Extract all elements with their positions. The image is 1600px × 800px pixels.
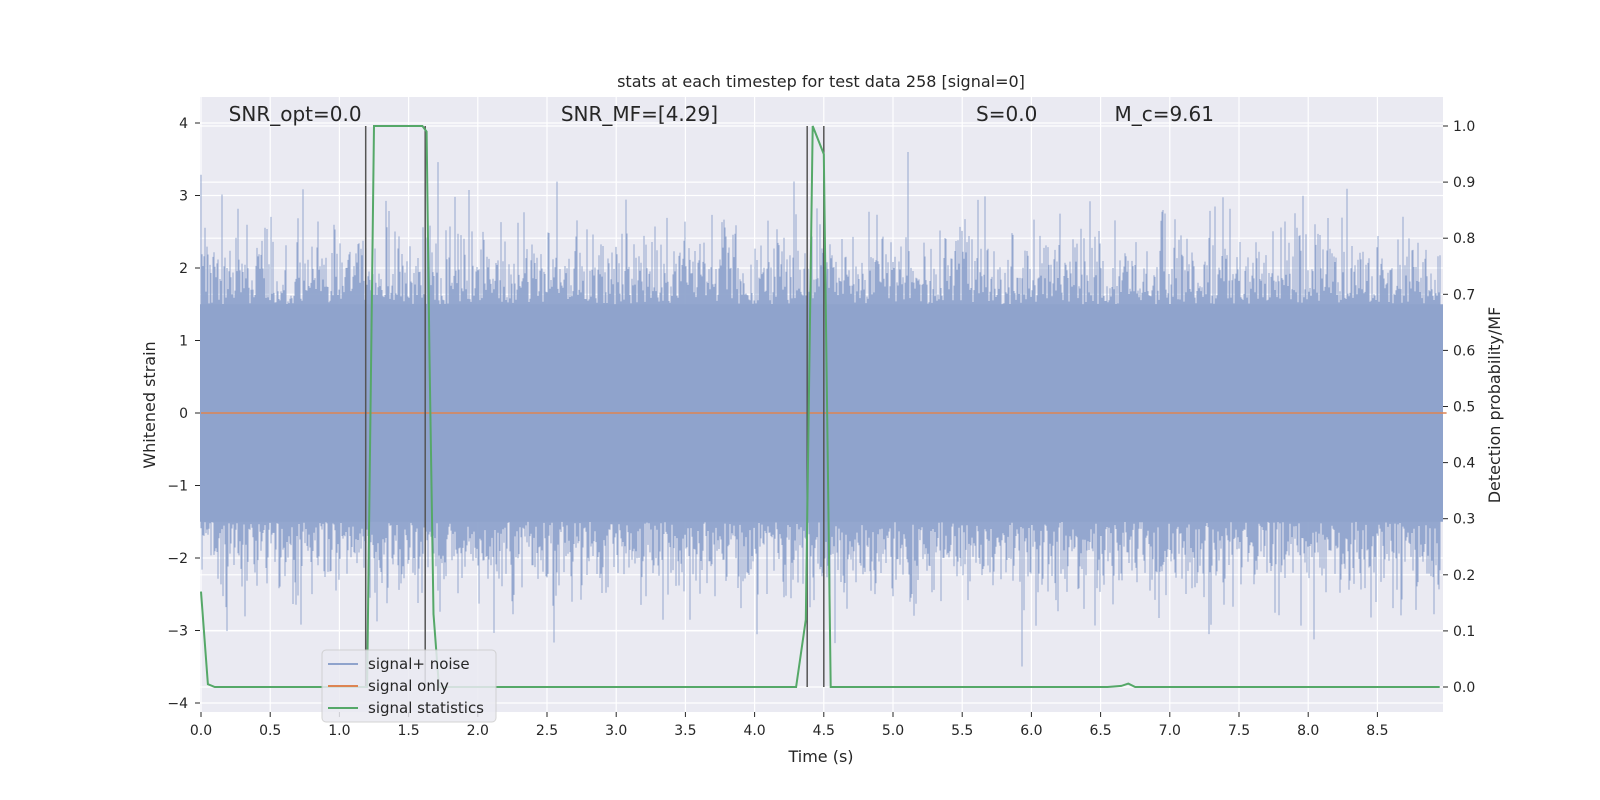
y-tick-label-left: 3 [179, 189, 188, 205]
legend-entry: signal only [368, 677, 449, 695]
legend: signal+ noise signal only signal statistic… [321, 649, 497, 723]
x-tick-label: 8.5 [1366, 723, 1388, 739]
x-tick-label: 0.0 [190, 723, 212, 739]
x-tick-label: 6.5 [1089, 723, 1111, 739]
x-tick-label: 1.5 [397, 723, 419, 739]
y-tick-label-left: 4 [179, 116, 188, 132]
y-tick-label-right: 0.2 [1453, 568, 1475, 584]
x-tick-label: 3.0 [605, 723, 627, 739]
x-tick-label: 5.5 [951, 723, 973, 739]
x-tick-label: 6.0 [1020, 723, 1042, 739]
legend-box [321, 649, 497, 723]
x-tick-label: 2.5 [536, 723, 558, 739]
y-tick-label-left: 1 [179, 334, 188, 350]
legend-entry: signal+ noise [368, 655, 470, 673]
y-tick-label-left: −3 [167, 624, 188, 640]
x-tick-label: 2.0 [467, 723, 489, 739]
annotation-s-val: S=0.0 [976, 102, 1037, 126]
x-tick-label: 8.0 [1297, 723, 1319, 739]
x-axis-label: Time (s) [787, 747, 853, 766]
x-tick-label: 7.0 [1159, 723, 1181, 739]
y-tick-label-right: 0.4 [1453, 456, 1475, 472]
legend-entry: signal statistics [368, 699, 484, 717]
x-tick-label: 3.5 [674, 723, 696, 739]
y-axis-label-right: Detection probability/MF [1485, 307, 1504, 504]
y-tick-label-right: 0.6 [1453, 343, 1475, 359]
y-tick-label-right: 0.3 [1453, 512, 1475, 528]
y-tick-label-right: 0.5 [1453, 400, 1475, 416]
y-tick-label-left: 0 [179, 406, 188, 422]
annotation-snr-mf: SNR_MF=[4.29] [561, 102, 718, 126]
y-tick-label-left: −4 [167, 696, 188, 712]
x-tick-label: 0.5 [259, 723, 281, 739]
chart-title: stats at each timestep for test data 258… [617, 72, 1025, 91]
x-tick-label: 1.0 [328, 723, 350, 739]
y-tick-label-right: 1.0 [1453, 119, 1475, 135]
axes: 0.0 0.5 1.0 1.5 2.0 2.5 3.0 3.5 4.0 4.5 5.0 5.5 6.0 6… [167, 116, 1475, 739]
x-tick-label: 7.5 [1228, 723, 1250, 739]
y-tick-label-left: 2 [179, 261, 188, 277]
x-tick-label: 4.0 [743, 723, 765, 739]
y-tick-label-right: 0.7 [1453, 287, 1475, 303]
y-axis-label-left: Whitened strain [140, 341, 159, 468]
annotations: SNR_opt=0.0 SNR_MF=[4.29] S=0.0 M_c=9.61 [229, 102, 1214, 126]
annotation-mc-val: M_c=9.61 [1114, 102, 1214, 126]
y-tick-label-right: 0.0 [1453, 680, 1475, 696]
x-tick-label: 5.0 [882, 723, 904, 739]
x-tick-label: 4.5 [813, 723, 835, 739]
y-tick-label-left: −1 [167, 479, 188, 495]
annotation-snr-opt: SNR_opt=0.0 [229, 102, 362, 126]
y-tick-label-right: 0.8 [1453, 231, 1475, 247]
y-tick-label-left: −2 [167, 551, 188, 567]
y-tick-label-right: 0.1 [1453, 624, 1475, 640]
y-tick-label-right: 0.9 [1453, 175, 1475, 191]
